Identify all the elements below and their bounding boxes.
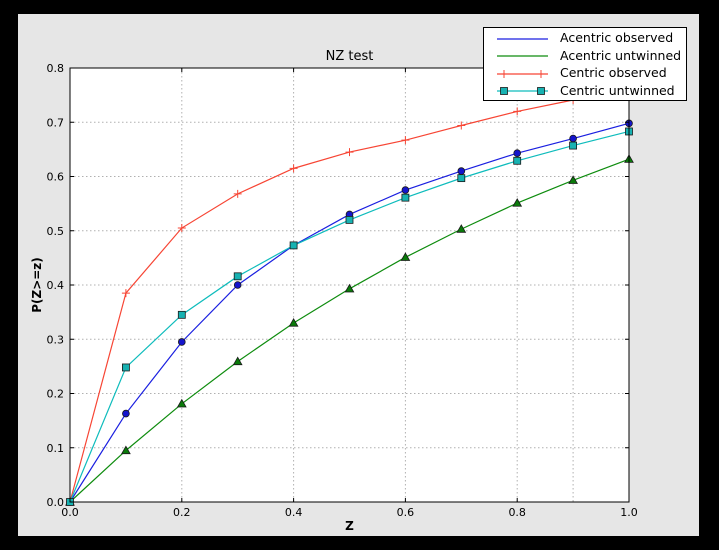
svg-text:0.0: 0.0 (47, 496, 65, 509)
legend-item-acentric-untwinned: Acentric untwinned (484, 47, 686, 64)
legend: Acentric observed Acentric untwinned Cen… (483, 27, 687, 101)
legend-line-sample-icon (495, 48, 550, 62)
svg-text:0.1: 0.1 (47, 442, 65, 455)
chart-title: NZ test (325, 49, 374, 64)
svg-text:0.2: 0.2 (47, 388, 65, 401)
svg-text:0.7: 0.7 (47, 116, 65, 129)
svg-text:0.8: 0.8 (508, 506, 526, 519)
svg-text:0.4: 0.4 (47, 279, 65, 292)
svg-text:1.0: 1.0 (620, 506, 638, 519)
svg-text:0.5: 0.5 (47, 225, 65, 238)
legend-label: Acentric untwinned (560, 47, 682, 63)
legend-label: Acentric observed (560, 30, 674, 46)
legend-label: Centric untwinned (560, 82, 675, 98)
svg-text:0.0: 0.0 (61, 506, 79, 519)
legend-line-sample-icon (495, 31, 550, 45)
svg-text:0.4: 0.4 (285, 506, 303, 519)
y-axis-label: P(Z>=z) (30, 257, 44, 313)
legend-item-acentric-observed: Acentric observed (484, 29, 686, 46)
legend-item-centric-observed: Centric observed (484, 64, 686, 81)
legend-line-sample-icon (495, 66, 550, 80)
x-axis-label: Z (345, 519, 354, 533)
svg-text:0.6: 0.6 (47, 171, 65, 184)
legend-item-centric-untwinned: Centric untwinned (484, 82, 686, 99)
svg-text:0.6: 0.6 (397, 506, 415, 519)
svg-text:0.8: 0.8 (47, 62, 65, 75)
svg-text:0.2: 0.2 (173, 506, 191, 519)
legend-label: Centric observed (560, 65, 667, 81)
plot-area: 0.0 0.2 0.4 0.6 0.8 1.0 0.0 0.1 0.2 0.3 0.4 0.5 0.6 0… (47, 62, 638, 519)
svg-text:0.3: 0.3 (47, 333, 65, 346)
figure-area: 0.0 0.2 0.4 0.6 0.8 1.0 0.0 0.1 0.2 0.3 0.4 0.5 0.6 0… (18, 14, 699, 536)
legend-line-sample-icon (495, 83, 550, 97)
